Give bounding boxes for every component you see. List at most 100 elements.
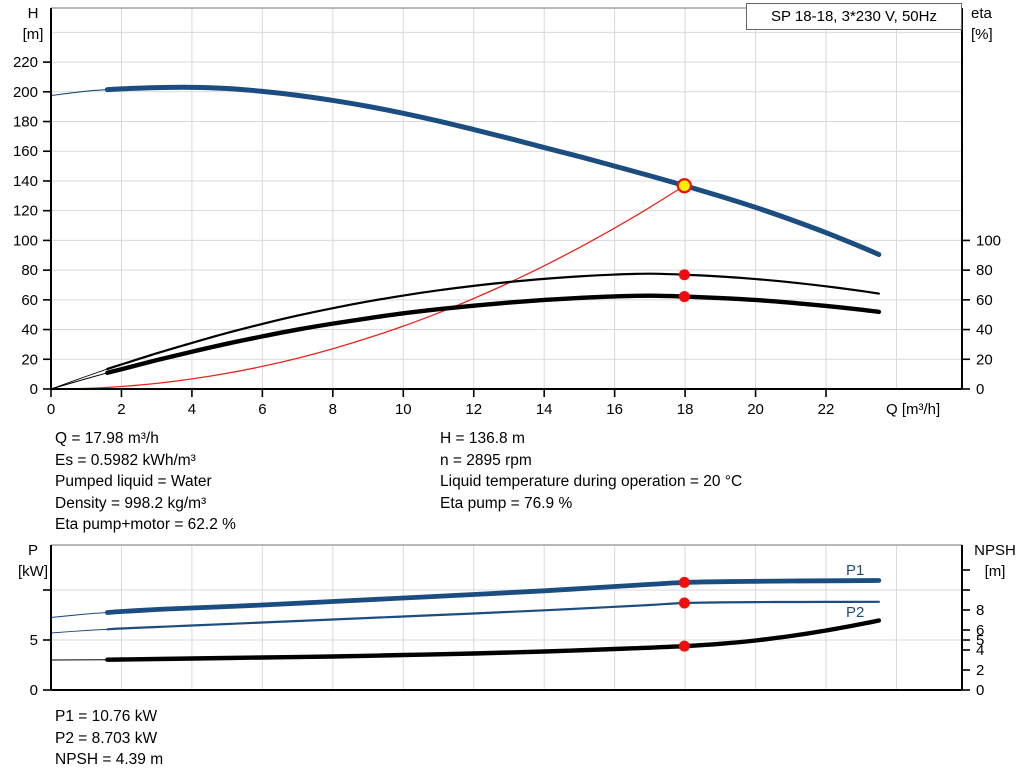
svg-text:6: 6: [976, 622, 984, 639]
eta-pump-motor-curve: [105, 293, 882, 376]
svg-text:0: 0: [976, 682, 984, 699]
svg-text:8: 8: [329, 401, 337, 418]
svg-text:80: 80: [21, 262, 38, 279]
power-axis-unit: [kW]: [18, 563, 48, 580]
npsh-axis-unit: [m]: [984, 563, 1006, 580]
power-axis-title: P [kW]: [13, 540, 53, 582]
head-value: H = 136.8 m: [440, 430, 525, 447]
npsh-axis-label: NPSH: [974, 542, 1016, 559]
eta-pump-curve: [106, 272, 880, 371]
flow-axis-label: Q [m³/h]: [886, 401, 941, 418]
svg-text:2: 2: [117, 401, 125, 418]
svg-text:0: 0: [976, 381, 984, 398]
pump-title-box: SP 18-18, 3*230 V, 50Hz: [746, 3, 962, 30]
gridlines: [51, 8, 962, 389]
svg-text:0: 0: [30, 682, 38, 699]
eta-pump-motor-value: Eta pump+motor = 62.2 %: [55, 516, 236, 533]
gridlines: [51, 545, 962, 690]
svg-text:2: 2: [976, 662, 984, 679]
p2-series-label: P2: [846, 604, 865, 621]
liquid-temperature-value: Liquid temperature during operation = 20…: [440, 473, 743, 490]
eta-pump-point-marker: [678, 269, 690, 281]
p2-point-marker: [678, 597, 690, 609]
svg-text:22: 22: [818, 401, 835, 418]
npsh-axis-title: NPSH [m]: [966, 540, 1024, 582]
svg-text:60: 60: [976, 292, 993, 309]
flow-axis-title: Q [m³/h]: [886, 399, 1006, 420]
eta-axis-unit: [%]: [971, 26, 993, 43]
svg-text:4: 4: [976, 642, 984, 659]
svg-text:20: 20: [747, 401, 764, 418]
axes: [43, 8, 970, 397]
system-curve: [50, 185, 686, 390]
eta-axis-title: eta [%]: [971, 3, 1023, 45]
series: [50, 84, 882, 390]
tick-labels: 0204060801001201401601802002200204060801…: [13, 54, 1001, 418]
p1-curve-lead: [50, 611, 108, 619]
npsh-curve: [105, 618, 882, 662]
head-axis-unit: [m]: [22, 26, 44, 43]
eta-pump-motor-point-marker: [678, 291, 690, 303]
operating-info-left: Q = 17.98 m³/h Es = 0.5982 kWh/m³ Pumped…: [55, 428, 236, 536]
p2-value: P2 = 8.703 kW: [55, 729, 158, 747]
eta-axis-label: eta: [971, 5, 992, 22]
npsh-value: NPSH = 4.39 m: [55, 751, 164, 768]
speed-value: n = 2895 rpm: [440, 451, 532, 469]
npsh-point-marker: [678, 640, 690, 652]
svg-text:6: 6: [258, 401, 266, 418]
svg-text:100: 100: [13, 232, 38, 249]
p2-curve-lead: [50, 628, 108, 634]
results-block: P1 = 10.76 kW P2 = 8.703 kW NPSH = 4.39 …: [55, 706, 163, 771]
svg-text:100: 100: [976, 232, 1001, 249]
p1-value: P1 = 10.76 kW: [55, 708, 158, 725]
svg-text:120: 120: [13, 203, 38, 220]
svg-text:60: 60: [21, 292, 38, 309]
power-axis-label: P: [27, 542, 38, 559]
svg-text:4: 4: [188, 401, 196, 418]
svg-text:40: 40: [976, 322, 993, 339]
svg-text:16: 16: [606, 401, 623, 418]
svg-text:40: 40: [21, 322, 38, 339]
markers: [676, 178, 693, 303]
svg-text:12: 12: [465, 401, 482, 418]
p2-curve: [106, 600, 880, 631]
pump-head-curve: [104, 84, 882, 258]
svg-text:0: 0: [30, 381, 38, 398]
svg-text:14: 14: [536, 401, 553, 418]
series: [50, 578, 882, 662]
svg-text:180: 180: [13, 114, 38, 131]
svg-text:5: 5: [30, 632, 38, 649]
svg-text:8: 8: [976, 602, 984, 619]
svg-text:20: 20: [976, 351, 993, 368]
specific-energy-value: Es = 0.5982 kWh/m³: [55, 451, 196, 469]
markers: [678, 576, 690, 652]
operating-info-right: H = 136.8 m n = 2895 rpm Liquid temperat…: [440, 428, 742, 514]
svg-text:0: 0: [47, 401, 55, 418]
head-efficiency-chart: 0204060801001201401601802002200204060801…: [13, 7, 1001, 418]
svg-text:80: 80: [976, 262, 993, 279]
svg-text:220: 220: [13, 54, 38, 71]
flow-value: Q = 17.98 m³/h: [55, 430, 159, 447]
duty-point-marker: [676, 178, 693, 194]
eta-pump-value: Eta pump = 76.9 %: [440, 494, 573, 512]
p1-point-marker: [678, 576, 690, 588]
svg-text:5: 5: [976, 632, 984, 649]
eta-pump-motor-curve-lead: [50, 372, 108, 390]
svg-text:10: 10: [395, 401, 412, 418]
density-value: Density = 998.2 kg/m³: [55, 494, 207, 512]
svg-text:20: 20: [21, 351, 38, 368]
svg-text:18: 18: [677, 401, 694, 418]
svg-text:200: 200: [13, 84, 38, 101]
eta-pump-curve-lead: [50, 368, 108, 390]
pump-head-curve-lead: [50, 89, 108, 97]
head-axis-title: H [m]: [13, 3, 53, 45]
head-axis-label: H: [27, 5, 39, 22]
svg-text:140: 140: [13, 173, 38, 190]
pumped-liquid-value: Pumped liquid = Water: [55, 473, 212, 490]
p1-curve: [104, 578, 882, 615]
p1-series-label: P1: [846, 562, 865, 579]
